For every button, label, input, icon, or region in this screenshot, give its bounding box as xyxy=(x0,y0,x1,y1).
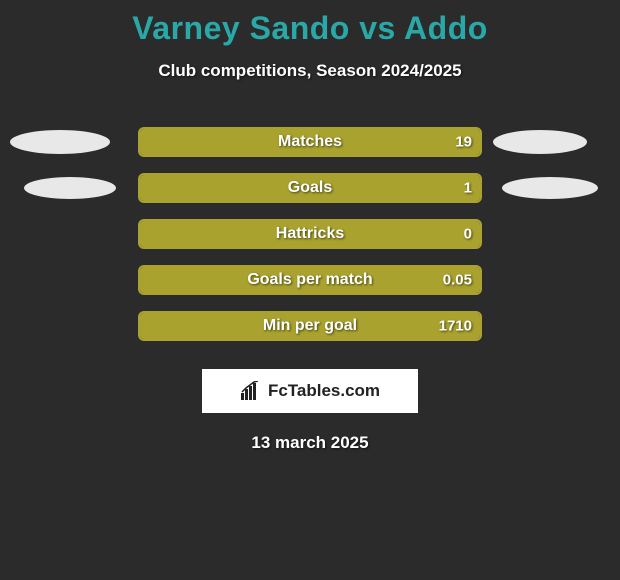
bar-label: Hattricks xyxy=(276,225,344,243)
date-label: 13 march 2025 xyxy=(0,433,620,453)
bar-track: Hattricks 0 xyxy=(138,219,482,249)
bar-label: Matches xyxy=(278,133,342,151)
bar-value: 1710 xyxy=(439,318,472,335)
stat-row: Goals per match 0.05 xyxy=(0,257,620,303)
brand-box[interactable]: FcTables.com xyxy=(202,369,418,413)
bar-value: 19 xyxy=(455,134,472,151)
bar-value: 0 xyxy=(464,226,472,243)
stat-row: Hattricks 0 xyxy=(0,211,620,257)
left-ellipse xyxy=(10,130,110,154)
comparison-chart: Matches 19 Goals 1 Hattricks 0 Goals per match… xyxy=(0,119,620,349)
bar-label: Goals xyxy=(288,179,332,197)
brand-label: FcTables.com xyxy=(268,381,380,401)
page-subtitle: Club competitions, Season 2024/2025 xyxy=(0,61,620,81)
left-ellipse xyxy=(24,177,116,199)
bar-label: Min per goal xyxy=(263,317,357,335)
page-title: Varney Sando vs Addo xyxy=(0,0,620,47)
right-ellipse xyxy=(493,130,587,154)
stat-row: Min per goal 1710 xyxy=(0,303,620,349)
bar-track: Matches 19 xyxy=(138,127,482,157)
bar-value: 0.05 xyxy=(443,272,472,289)
bar-track: Goals 1 xyxy=(138,173,482,203)
bar-label: Goals per match xyxy=(247,271,372,289)
stat-row: Goals 1 xyxy=(0,165,620,211)
bar-track: Goals per match 0.05 xyxy=(138,265,482,295)
bar-track: Min per goal 1710 xyxy=(138,311,482,341)
stat-row: Matches 19 xyxy=(0,119,620,165)
right-ellipse xyxy=(502,177,598,199)
bar-value: 1 xyxy=(464,180,472,197)
bars-icon xyxy=(240,381,262,401)
